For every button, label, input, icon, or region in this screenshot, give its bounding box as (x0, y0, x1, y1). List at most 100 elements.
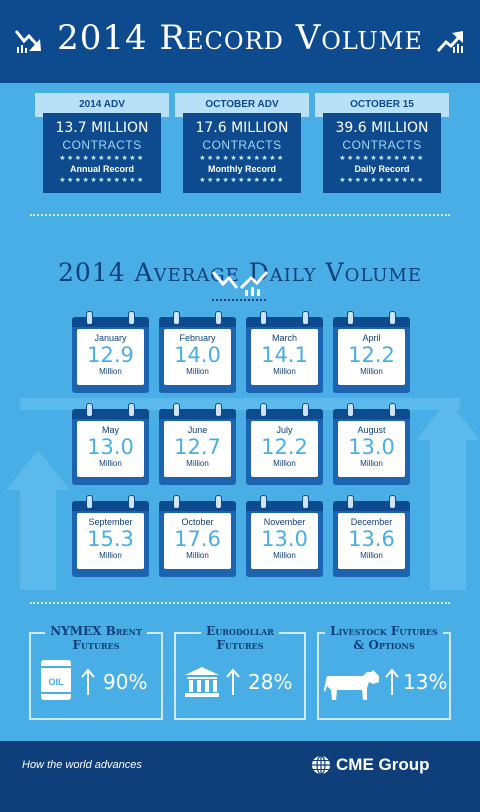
calendar-value: 12.9 (87, 343, 134, 367)
calendar-value: 15.3 (87, 527, 134, 551)
calendar-january: January 12.9 Million (72, 311, 149, 393)
up-arrow-icon (81, 668, 95, 695)
calendar-unit: Million (99, 367, 122, 376)
stat-unit: CONTRACTS (202, 138, 282, 152)
calendar-december: December 13.6 Million (333, 495, 410, 577)
calendar-ring (173, 495, 180, 509)
calendar-value: 13.0 (348, 435, 395, 459)
calendar-unit: Million (360, 551, 383, 560)
calendar-value: 12.2 (348, 343, 395, 367)
calendar-unit: Million (186, 459, 209, 468)
calendar-ring (347, 495, 354, 509)
calendar-ring (347, 311, 354, 325)
calendar-ring (86, 403, 93, 417)
calendar-value: 14.0 (174, 343, 221, 367)
calendar-value: 14.1 (261, 343, 308, 367)
futures-title-line2: Futures (216, 638, 264, 652)
calendar-unit: Million (273, 551, 296, 560)
trend-chart-icon (211, 270, 269, 301)
calendar-month: July (276, 425, 293, 435)
stat-card: 17.6 MILLION CONTRACTS ★★★★★★★★★★★ Month… (183, 113, 301, 193)
calendar-unit: Million (273, 459, 296, 468)
calendar-may: May 13.0 Million (72, 403, 149, 485)
futures-percent: 28% (248, 670, 293, 694)
futures-title-line1: Livestock Futures (330, 624, 438, 638)
futures-nymex-brent: NYMEX Brent Futures OIL 90% (29, 624, 163, 720)
globe-icon (312, 755, 330, 775)
calendar-unit: Million (360, 459, 383, 468)
calendar-ring (215, 403, 222, 417)
oil-label: OIL (49, 677, 65, 687)
calendar-ring (128, 403, 135, 417)
futures-title-line1: NYMEX Brent (50, 624, 142, 638)
stat-label: Monthly Record (207, 164, 276, 174)
up-arrow-icon (226, 668, 240, 695)
calendar-october: October 17.6 Million (159, 495, 236, 577)
stat-card: 13.7 MILLION CONTRACTS ★★★★★★★★★★★ Annua… (43, 113, 161, 193)
calendar-july: July 12.2 Million (246, 403, 323, 485)
stars-divider: ★★★★★★★★★★★ (59, 155, 145, 162)
calendar-ring (128, 311, 135, 325)
calendar-february: February 14.0 Million (159, 311, 236, 393)
futures-percent: 13% (403, 670, 448, 694)
calendar-ring (86, 311, 93, 325)
calendar-unit: Million (273, 367, 296, 376)
calendar-month: March (271, 333, 297, 343)
stat-unit: CONTRACTS (342, 138, 422, 152)
stat-value: 13.7 MILLION (55, 120, 149, 136)
calendar-ring (260, 311, 267, 325)
calendar-month: August (357, 425, 386, 435)
calendar-ring (86, 495, 93, 509)
stars-divider: ★★★★★★★★★★★ (339, 177, 425, 184)
calendar-ring (389, 495, 396, 509)
futures-eurodollar: Eurodollar Futures 28% (174, 624, 306, 720)
calendar-ring (389, 311, 396, 325)
stat-card: 39.6 MILLION CONTRACTS ★★★★★★★★★★★ Daily… (323, 113, 441, 193)
calendar-ring (347, 403, 354, 417)
stat-unit: CONTRACTS (62, 138, 142, 152)
futures-percent: 90% (103, 670, 148, 694)
calendar-value: 13.0 (87, 435, 134, 459)
calendar-ring (302, 495, 309, 509)
calendar-unit: Million (360, 367, 383, 376)
calendar-unit: Million (99, 551, 122, 560)
dotted-divider (30, 602, 450, 604)
calendar-value: 13.0 (261, 527, 308, 551)
calendar-value: 12.7 (174, 435, 221, 459)
bank-building-icon (185, 667, 219, 697)
calendar-june: June 12.7 Million (159, 403, 236, 485)
calendar-month: April (362, 333, 381, 343)
calendar-month: September (88, 517, 133, 527)
logo-text: CME Group (336, 755, 430, 774)
calendar-unit: Million (186, 367, 209, 376)
section-title: 2014 Average Daily Volume (57, 258, 423, 287)
dotted-divider (30, 214, 450, 216)
futures-title-line2: Futures (72, 638, 120, 652)
calendar-month: December (350, 517, 393, 527)
calendar-month: January (94, 333, 127, 343)
calendar-ring (173, 403, 180, 417)
calendar-ring (173, 311, 180, 325)
calendar-month: November (263, 517, 306, 527)
calendar-ring (215, 495, 222, 509)
stat-label: Daily Record (354, 164, 410, 174)
calendar-month: October (181, 517, 214, 527)
calendar-ring (302, 311, 309, 325)
down-trend-icon (14, 30, 41, 53)
calendar-august: August 13.0 Million (333, 403, 410, 485)
stat-value: 17.6 MILLION (195, 120, 289, 136)
stars-divider: ★★★★★★★★★★★ (199, 155, 285, 162)
stars-divider: ★★★★★★★★★★★ (59, 177, 145, 184)
futures-livestock: Livestock Futures & Options 13% (317, 624, 451, 720)
futures-title-line2: & Options (353, 638, 415, 652)
calendar-unit: Million (99, 459, 122, 468)
calendar-ring (128, 495, 135, 509)
tagline: How the world advances (22, 759, 142, 771)
calendar-ring (302, 403, 309, 417)
up-trend-icon (436, 31, 463, 53)
calendar-value: 12.2 (261, 435, 308, 459)
stat-label: Annual Record (69, 164, 134, 174)
futures-title-line1: Eurodollar (206, 624, 274, 638)
calendar-month: May (101, 425, 119, 435)
stat-value: 39.6 MILLION (335, 120, 429, 136)
